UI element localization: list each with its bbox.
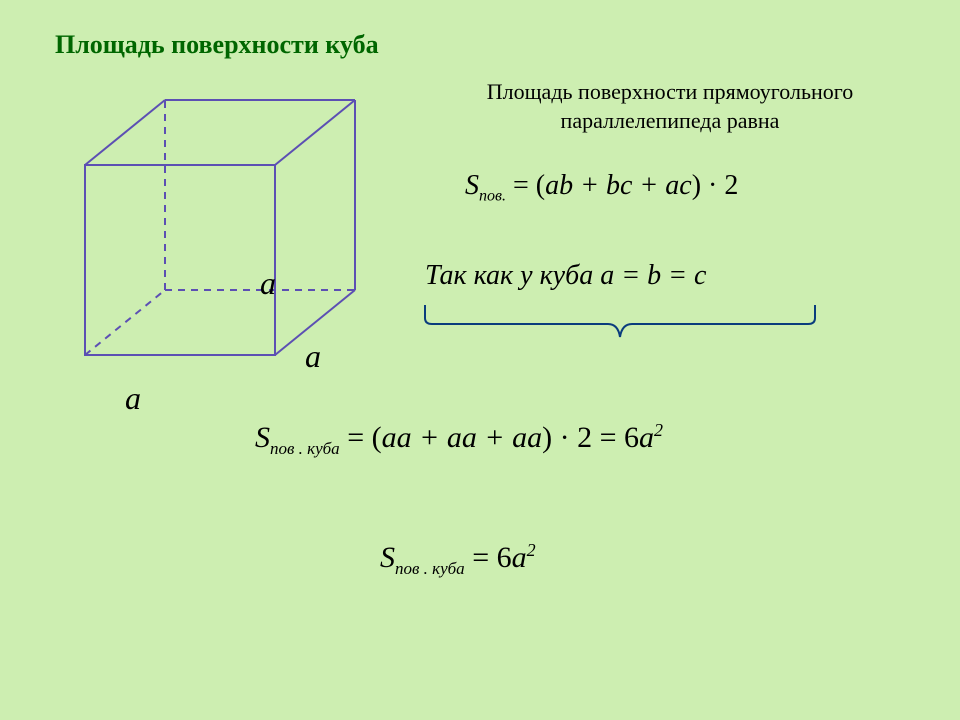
sym-S: S [465,170,479,201]
subtitle: Площадь поверхности прямоугольного парал… [420,78,920,135]
f3-body: = 6 [465,541,512,574]
cond-eq: a = b = c [600,260,706,291]
f3-sub: пов . куба [395,559,465,578]
f2-S: S [255,421,270,454]
f2-prefix: = ( [340,421,382,454]
f3-var: a [512,541,527,574]
cube-edge-label-depth: a [305,338,321,375]
formula-condition: Так как у куба a = b = c [425,260,706,292]
brace-icon [420,300,820,345]
f2-suffix: ) · 2 = 6 [542,421,639,454]
f3-exp: 2 [527,540,536,560]
f2-sub: пов . куба [270,439,340,458]
formula-box-surface: Sпов. = (ab + bc + ac) · 2 [465,170,738,206]
f2-var: a [639,421,654,454]
f2-exp: 2 [654,420,663,440]
subtitle-line2: параллелепипеда равна [561,108,780,133]
cube-edge-label-height: a [260,265,276,302]
cond-prefix: Так как у куба [425,260,600,291]
f1-suffix: ) · 2 [692,170,739,201]
sub-pov: пов. [479,188,506,205]
f3-S: S [380,541,395,574]
cube-edge-label-bottom: a [125,380,141,417]
formula-cube-derivation: Sпов . куба = (aa + aa + aa) · 2 = 6a2 [255,420,663,459]
cube-diagram [70,90,370,390]
f1-prefix: = ( [506,170,545,201]
subtitle-line1: Площадь поверхности прямоугольного [487,79,854,104]
f1-terms: ab + bc + ac [545,170,692,201]
page-title: Площадь поверхности куба [55,30,379,60]
formula-cube-result: Sпов . куба = 6a2 [380,540,536,579]
f2-terms: aa + aa + aa [382,421,543,454]
